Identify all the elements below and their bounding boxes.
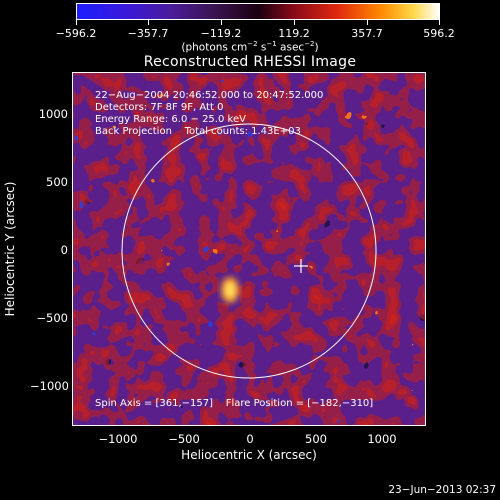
colorbar-label: 119.2 [278,27,310,40]
y-tick-label: −500 [36,311,68,325]
image-title: Reconstructed RHESSI Image [143,54,357,70]
image-blue-pattern [73,73,425,425]
y-tick-label: 1000 [38,107,68,121]
info-method-counts: Back Projection Total counts: 1.43E+03 [95,126,301,137]
y-tick-label: 0 [60,243,68,257]
colorbar-tick [439,20,440,25]
x-tick-label: −500 [168,432,200,446]
y-axis-label: Heliocentric Y (arcsec) [3,181,17,317]
colorbar [76,3,440,20]
y-tick-label: −1000 [30,379,69,393]
colorbar-label: −119.2 [200,27,242,40]
solar-limb-circle [121,123,377,379]
x-tick-label: −1000 [98,432,138,446]
colorbar-units: (photons cm−2 s−1 asec−2) [181,40,319,54]
colorbar-label: 596.2 [423,27,455,40]
info-energy-range: Energy Range: 6.0 − 25.0 keV [95,114,246,125]
colorbar-tick [367,20,368,25]
y-tick-label: 500 [46,175,68,189]
colorbar-gradient [77,4,439,19]
colorbar-tick [294,20,295,25]
colorbar-tick [148,20,149,25]
info-spin-flare: Spin Axis = [361,−157] Flare Position = … [95,398,374,409]
x-axis-label: Heliocentric X (arcsec) [181,448,317,462]
bright-source [221,277,239,303]
rhessi-image [73,73,425,425]
colorbar-tick [76,20,77,25]
colorbar-label: 357.7 [351,27,383,40]
timestamp-footer: 23−Jun−2013 02:37 [388,484,496,496]
colorbar-label: −357.7 [127,27,169,40]
rhessi-image-plot [72,72,426,426]
x-tick-label: 500 [305,432,327,446]
flare-position-marker [294,259,308,273]
colorbar-label: −596.2 [55,27,97,40]
x-tick-label: 1000 [367,432,397,446]
x-tick-label: 0 [246,432,254,446]
colorbar-tick [221,20,222,25]
info-detectors: Detectors: 7F 8F 9F, Att 0 [95,102,224,113]
info-time-range: 22−Aug−2004 20:46:52.000 to 20:47:52.000 [95,90,324,101]
